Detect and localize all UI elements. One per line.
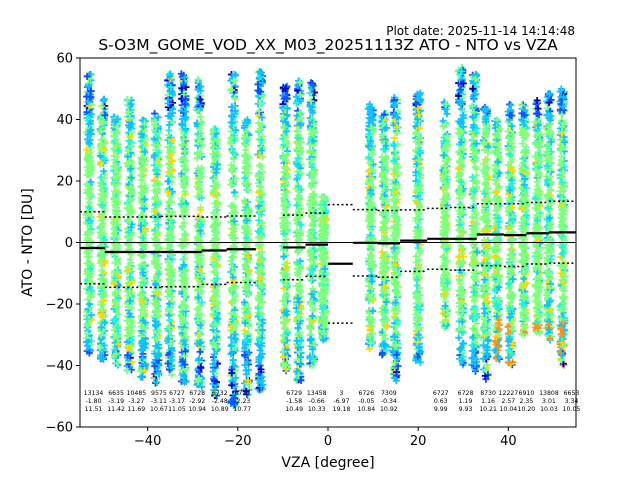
scatter-point [83,72,91,80]
plot-date: Plot date: 2025-11-14 14:14:48 [386,24,575,38]
scatter-points [83,63,569,411]
scatter-point [87,229,95,237]
scatter-point [85,195,93,203]
scatter-point [84,98,92,106]
scatter-point [88,110,96,118]
scatter-point [85,204,93,212]
scatter-point [83,156,91,164]
scatter-bin-14 [292,77,305,384]
scatter-point [83,315,91,323]
scatter-point [83,330,91,338]
scatter-point [87,158,95,166]
scatter-point [84,210,92,218]
scatter-bin-1 [96,95,109,363]
scatter-point [85,140,93,148]
scatter-point [84,234,92,242]
scatter-point [242,146,250,154]
scatter-bin-12 [254,67,267,394]
scatter-point [86,218,94,226]
scatter-point [194,76,202,84]
scatter-point [85,273,93,281]
scatter-bin-5 [150,110,163,387]
scatter-point [85,349,93,357]
scatter-bin-17 [364,100,377,353]
scatter-point [87,311,95,319]
scatter-bin-21 [439,98,452,332]
scatter-bin-7 [177,70,190,386]
scatter-point [83,186,91,194]
scatter-bin-11 [240,116,253,399]
scatter-bin-6 [164,70,177,379]
scatter-bin-10 [227,70,240,411]
scatter-point [87,287,95,295]
scatter-point [83,259,91,267]
scatter-bin-16 [317,193,330,344]
scatter-bin-19 [389,94,402,385]
scatter-point [307,335,315,343]
scatter-point [87,93,95,101]
scatter-bin-15 [306,79,319,369]
scatter-point [294,128,302,136]
scatter-point [87,178,95,186]
scatter-point [87,87,95,95]
scatter-point [100,341,108,349]
scatter-bin-3 [123,95,136,375]
scatter-point [230,188,238,196]
scatter-point [164,178,172,186]
scatter-point [85,83,93,91]
scatter-point [87,166,95,174]
scatter-bin-2 [110,113,123,369]
scatter-bin-18 [378,109,391,359]
scatter-point [85,171,93,179]
scatter-point [83,253,91,261]
scatter-point [85,300,93,308]
scatter-point [84,342,92,350]
scatter-point [84,274,92,282]
scatter-point [85,102,93,110]
scatter-point [86,190,94,198]
scatter-bin-20 [412,89,425,366]
scatter-point [83,146,91,154]
scatter-point [84,114,92,122]
scatter-point [259,168,267,176]
scatter-bin-4 [137,116,150,381]
scatter-point [87,126,95,134]
scatter-point [87,265,95,273]
scatter-bin-9 [209,125,222,400]
scatter-bin-13 [279,82,292,375]
scatter-bin-0 [83,71,96,357]
chart-title: S-O3M_GOME_VOD_XX_M03_20251113Z ATO - NT… [98,36,558,55]
scatter-bin-8 [193,76,206,391]
scatter-point [232,192,240,200]
